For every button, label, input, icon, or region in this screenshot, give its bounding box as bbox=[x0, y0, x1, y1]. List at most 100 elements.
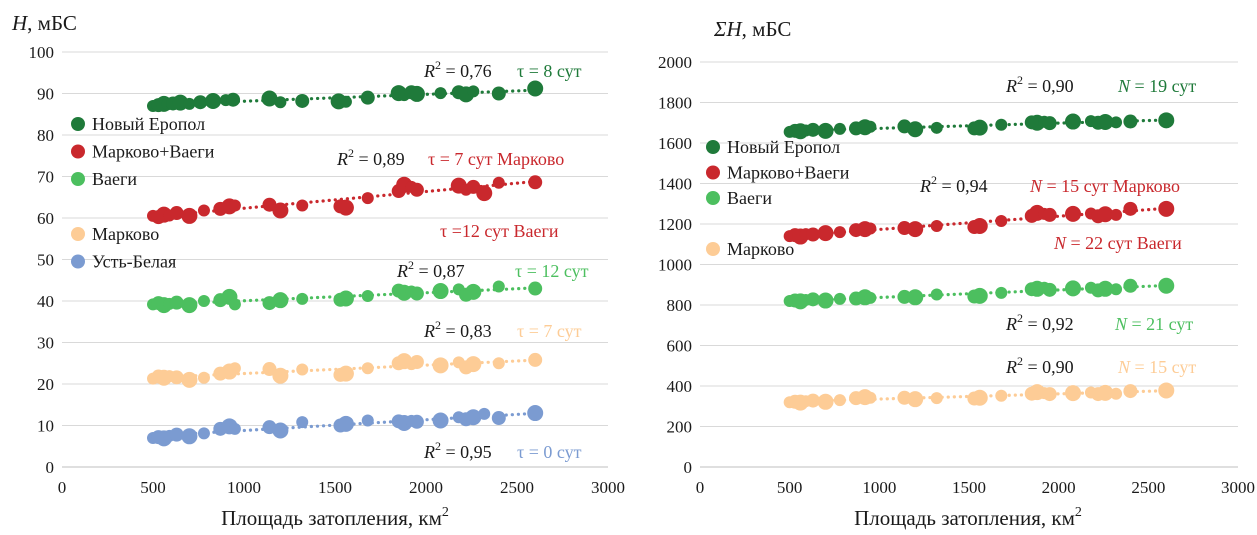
y-tick-label: 2000 bbox=[658, 53, 692, 72]
r-squared-label: R2 = 0,87 bbox=[396, 258, 465, 281]
data-point bbox=[930, 392, 943, 405]
y-tick-label: 80 bbox=[37, 126, 54, 145]
data-point bbox=[971, 218, 988, 235]
data-point bbox=[296, 199, 309, 212]
y-tick-label: 70 bbox=[37, 168, 54, 187]
legend-marker bbox=[706, 191, 720, 205]
r-squared-value: 0,90 bbox=[1042, 76, 1074, 96]
r-squared-value: 0,87 bbox=[433, 261, 465, 281]
r-squared-value: 0,92 bbox=[1042, 314, 1074, 334]
data-point bbox=[805, 227, 820, 242]
data-point bbox=[408, 85, 425, 102]
data-point bbox=[296, 292, 309, 305]
legend-marker bbox=[706, 242, 720, 256]
duration-label-secondary: N = 22 сут Ваеги bbox=[1053, 233, 1182, 253]
data-point bbox=[361, 290, 374, 303]
data-point bbox=[995, 118, 1008, 131]
data-point bbox=[228, 199, 241, 212]
x-tick-label: 3000 bbox=[591, 478, 625, 497]
data-point bbox=[527, 80, 544, 97]
legend-label: Новый Еропол bbox=[727, 137, 840, 157]
data-point bbox=[465, 356, 482, 373]
data-point bbox=[432, 357, 449, 374]
r-squared-symbol: R bbox=[423, 61, 435, 81]
y-axis-variable: ΣH bbox=[713, 17, 743, 41]
y-axis-variable: H bbox=[11, 11, 29, 35]
y-tick-label: 200 bbox=[667, 418, 693, 437]
r-squared-value: 0,90 bbox=[1042, 357, 1074, 377]
data-point bbox=[805, 122, 820, 137]
data-point bbox=[197, 204, 210, 217]
duration-value: = 19 сут bbox=[1130, 76, 1196, 96]
data-point bbox=[337, 415, 354, 432]
r-squared-label: R2 = 0,90 bbox=[1005, 73, 1074, 96]
y-tick-label: 0 bbox=[684, 458, 693, 477]
data-point bbox=[491, 86, 506, 101]
data-point bbox=[995, 214, 1008, 227]
data-point bbox=[907, 391, 924, 408]
r-squared-label: R2 = 0,83 bbox=[423, 318, 492, 341]
data-point bbox=[465, 409, 482, 426]
data-point bbox=[272, 202, 289, 219]
y-tick-label: 1400 bbox=[658, 175, 692, 194]
data-point bbox=[361, 362, 374, 375]
r-squared-value: 0,83 bbox=[460, 321, 492, 341]
data-point bbox=[409, 182, 424, 197]
x-tick-label: 1500 bbox=[318, 478, 352, 497]
data-point bbox=[432, 412, 449, 429]
data-point bbox=[337, 199, 354, 216]
r-squared-value: 0,76 bbox=[460, 61, 492, 81]
x-axis-title: Площадь затопления, км2 bbox=[854, 505, 1082, 530]
r-squared-exponent: 2 bbox=[348, 146, 354, 160]
data-point bbox=[1110, 283, 1123, 296]
r-squared-symbol: R bbox=[336, 149, 348, 169]
x-tick-label: 500 bbox=[140, 478, 166, 497]
r-squared-exponent: 2 bbox=[408, 258, 414, 272]
data-point bbox=[181, 207, 198, 224]
y-tick-label: 90 bbox=[37, 85, 54, 104]
r-squared-equals: = bbox=[441, 61, 460, 81]
r-squared-equals: = bbox=[441, 442, 460, 462]
legend-marker bbox=[71, 254, 85, 269]
lag-label: τ = 7 сут Марково bbox=[428, 149, 564, 169]
r-squared-exponent: 2 bbox=[931, 173, 937, 187]
x-tick-label: 1000 bbox=[227, 478, 261, 497]
data-point bbox=[465, 283, 482, 300]
x-tick-label: 2500 bbox=[1131, 478, 1165, 497]
x-tick-label: 0 bbox=[696, 478, 705, 497]
data-point bbox=[833, 394, 846, 407]
r-squared-label: R2 = 0,89 bbox=[336, 146, 405, 169]
chart-right-cumulative-head: 0 200 400 600 800 1000 1200 1400 1600 1800 2000 0 50… bbox=[658, 17, 1255, 530]
legend-label: Ваеги bbox=[727, 188, 772, 208]
data-point bbox=[491, 411, 506, 426]
data-point bbox=[995, 389, 1008, 402]
data-point bbox=[434, 87, 447, 100]
data-point bbox=[467, 85, 480, 98]
duration-label: N = 15 сут Марково bbox=[1029, 176, 1180, 196]
legend-label: Марково+Ваеги bbox=[727, 163, 850, 183]
y-tick-label: 60 bbox=[37, 209, 54, 228]
duration-label: N = 19 сут bbox=[1117, 76, 1196, 96]
y-tick-label: 30 bbox=[37, 334, 54, 353]
data-point bbox=[261, 90, 278, 107]
data-point bbox=[864, 120, 877, 133]
y-tick-label: 1600 bbox=[658, 134, 692, 153]
data-point bbox=[805, 292, 820, 307]
data-point bbox=[1042, 282, 1057, 297]
duration-value: = 15 сут bbox=[1130, 357, 1196, 377]
y-tick-label: 800 bbox=[667, 296, 693, 315]
data-point bbox=[197, 371, 210, 384]
lag-label: τ = 7 сут bbox=[517, 321, 582, 341]
data-point bbox=[1123, 384, 1138, 399]
r-squared-symbol: R bbox=[396, 261, 408, 281]
data-point bbox=[361, 414, 374, 427]
r-squared-symbol: R bbox=[919, 176, 931, 196]
data-point bbox=[181, 428, 198, 445]
data-point bbox=[1065, 113, 1082, 130]
data-point bbox=[197, 295, 210, 307]
data-point bbox=[183, 97, 196, 110]
data-point bbox=[228, 298, 241, 311]
data-point bbox=[360, 90, 375, 105]
data-point bbox=[1123, 114, 1138, 129]
